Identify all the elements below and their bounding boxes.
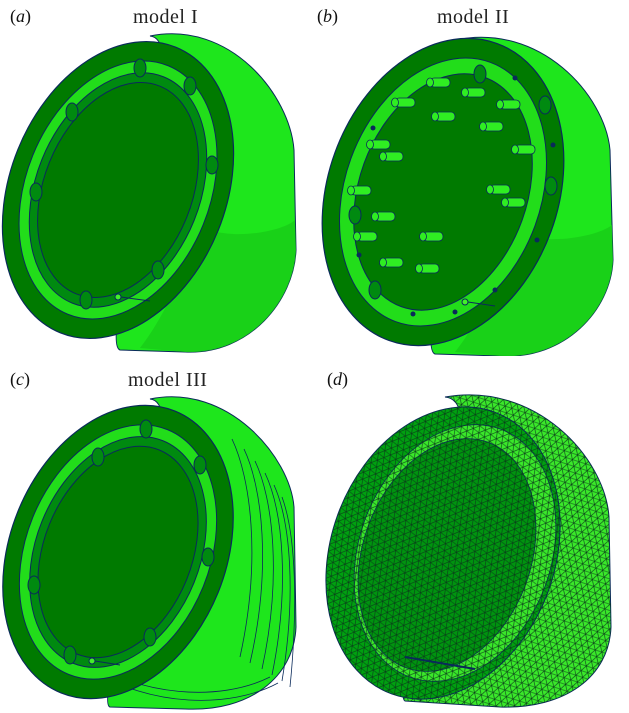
- panel-d: (d): [315, 357, 629, 713]
- bolt-hole: [474, 65, 486, 83]
- pin: [380, 258, 404, 267]
- bolt-hole: [140, 420, 152, 438]
- bolt-hole: [66, 103, 78, 121]
- bolt-hole: [152, 261, 164, 279]
- pin: [367, 140, 391, 149]
- pin: [420, 232, 444, 241]
- bolt-hole: [545, 177, 557, 195]
- bolt-hole: [30, 183, 42, 201]
- small-hole: [357, 253, 362, 258]
- pin: [380, 152, 404, 161]
- panel-b: (b) model II: [315, 0, 629, 356]
- small-hole: [535, 238, 540, 243]
- panel-a: (a) model I: [0, 0, 314, 356]
- small-hole: [411, 312, 416, 317]
- panel-c: (c) model III: [0, 357, 314, 713]
- port-hole: [89, 658, 95, 664]
- port-hole: [115, 294, 121, 300]
- bolt-hole: [134, 59, 146, 77]
- bolt-hole: [369, 281, 381, 299]
- pin: [497, 100, 521, 109]
- pin: [348, 186, 372, 195]
- bolt-hole: [144, 628, 156, 646]
- bolt-hole: [92, 448, 104, 466]
- small-hole: [493, 288, 498, 293]
- bolt-hole: [539, 96, 551, 114]
- bolt-hole: [64, 646, 76, 664]
- pin: [462, 88, 486, 97]
- small-hole: [371, 126, 376, 131]
- pin: [512, 145, 536, 154]
- pin: [487, 185, 511, 194]
- model-iii-diagram: [0, 357, 314, 713]
- model-i-diagram: [0, 0, 314, 356]
- small-hole: [551, 143, 556, 148]
- pin: [416, 264, 440, 273]
- small-hole: [513, 76, 518, 81]
- pin: [480, 122, 504, 131]
- small-hole: [453, 310, 458, 315]
- pin: [502, 198, 526, 207]
- bolt-hole: [202, 548, 214, 566]
- model-ii-diagram: [315, 0, 629, 356]
- mesh-diagram: [315, 357, 629, 713]
- pin: [432, 112, 456, 121]
- pin: [372, 212, 396, 221]
- pin: [392, 98, 416, 107]
- port-hole: [462, 299, 468, 305]
- bolt-hole: [206, 156, 218, 174]
- bolt-hole: [194, 456, 206, 474]
- bolt-hole: [28, 576, 40, 594]
- pin: [354, 232, 378, 241]
- pin: [427, 78, 451, 87]
- bolt-hole: [349, 206, 361, 224]
- bolt-hole: [80, 291, 92, 309]
- bolt-hole: [184, 77, 196, 95]
